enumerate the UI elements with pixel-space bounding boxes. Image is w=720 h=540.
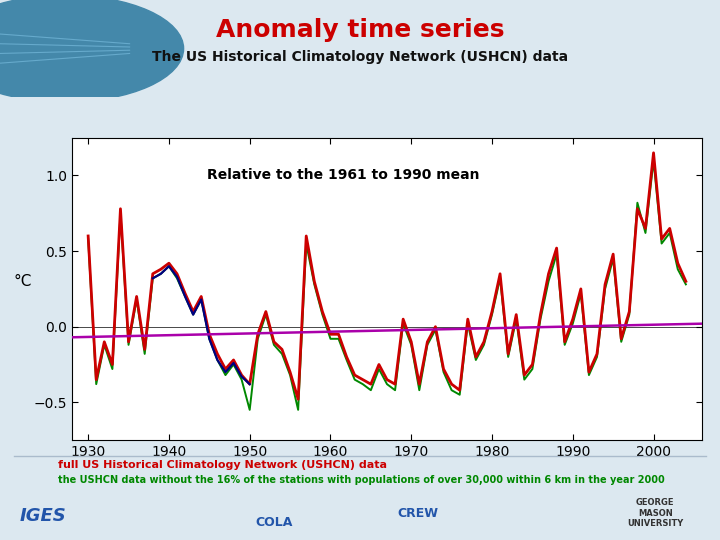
- Text: the USHCN data without the 16% of the stations with populations of over 30,000 w: the USHCN data without the 16% of the st…: [58, 475, 665, 484]
- Text: CREW: CREW: [397, 507, 438, 520]
- Text: COLA: COLA: [255, 516, 292, 530]
- Text: The US Historical Climatology Network (USHCN) data: The US Historical Climatology Network (U…: [152, 50, 568, 64]
- Text: Anomaly time series: Anomaly time series: [216, 18, 504, 42]
- Circle shape: [0, 0, 184, 102]
- Text: GEORGE
MASON
UNIVERSITY: GEORGE MASON UNIVERSITY: [627, 498, 683, 528]
- Text: Relative to the 1961 to 1990 mean: Relative to the 1961 to 1990 mean: [207, 168, 479, 182]
- Y-axis label: °C: °C: [14, 274, 32, 289]
- Text: IGES: IGES: [20, 507, 66, 525]
- Text: full US Historical Climatology Network (USHCN) data: full US Historical Climatology Network (…: [58, 461, 387, 470]
